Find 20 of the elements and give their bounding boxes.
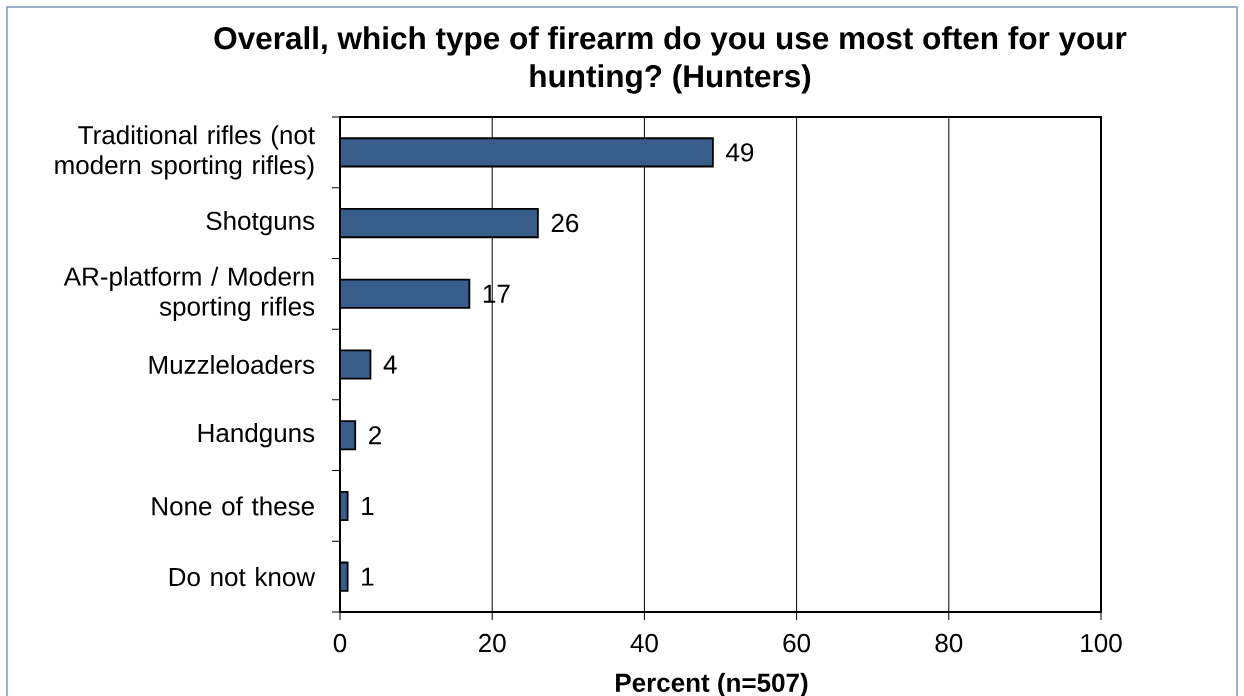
y-tick-label: Muzzleloaders xyxy=(149,354,315,375)
y-tick-label: Do not know xyxy=(169,567,316,587)
y-tick-label: Handguns xyxy=(198,423,315,448)
y-tick-label: Shotguns xyxy=(206,210,315,236)
data-label: 1 xyxy=(362,496,374,515)
y-tick-label: None of these xyxy=(152,496,314,516)
data-label: 49 xyxy=(726,143,754,162)
x-tick-label: 60 xyxy=(783,633,811,653)
x-tick-label: 100 xyxy=(1081,633,1122,653)
x-tick-label: 40 xyxy=(630,633,658,653)
data-label: 2 xyxy=(369,426,381,445)
x-tick-label: 80 xyxy=(935,633,963,653)
data-label: 1 xyxy=(362,567,374,586)
data-label: 4 xyxy=(383,355,397,374)
x-tick-label: 0 xyxy=(333,633,347,653)
chart-title: Overall, which type of firearm do you use most often for your hunting? (Hunters) xyxy=(214,26,1127,94)
y-tick-label: Traditional rifles (not modern sporting rifles) xyxy=(55,125,315,180)
y-tick-label: AR-platform / Modern sporting rifles xyxy=(63,266,315,321)
x-tick-label: 20 xyxy=(479,633,506,653)
data-label: 26 xyxy=(551,213,579,233)
